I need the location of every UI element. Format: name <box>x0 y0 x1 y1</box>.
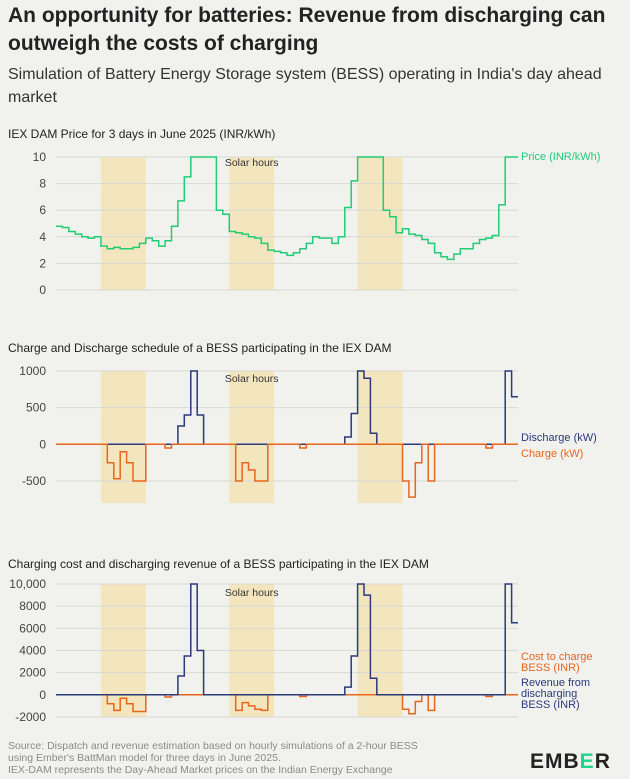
y-tick-label: 0 <box>39 283 46 297</box>
logo-text: EMB <box>530 750 580 773</box>
logo-accent: E <box>579 750 595 773</box>
ember-logo: EMBER <box>530 750 611 774</box>
solar-hours-band <box>100 371 146 503</box>
solar-hours-label: Solar hours <box>225 157 279 169</box>
y-tick-label: 500 <box>26 401 46 415</box>
source-note-line: using Ember's BattMan model for three da… <box>8 752 281 764</box>
solar-hours-band <box>357 157 403 290</box>
y-tick-label: -2000 <box>15 710 46 724</box>
y-tick-label: 4 <box>39 230 46 244</box>
solar-hours-label: Solar hours <box>225 373 279 385</box>
solar-hours-band <box>229 371 275 503</box>
solar-hours-band <box>229 157 275 290</box>
source-note-line: IEX-DAM represents the Day-Ahead Market … <box>8 764 393 776</box>
page-title: An opportunity for batteries: Revenue fr… <box>8 4 606 55</box>
legend-label-price: Price (INR/kWh) <box>521 151 600 163</box>
legend-label-discharge-revenue: discharging <box>521 688 577 700</box>
page-subtitle: Simulation of Battery Energy Storage sys… <box>8 66 602 106</box>
schedule-chart-title: Charge and Discharge schedule of a BESS … <box>8 341 392 355</box>
legend-label-discharge-revenue: BESS (INR) <box>521 699 580 711</box>
legend-label-discharge-revenue: Revenue from <box>521 677 590 689</box>
y-tick-label: 0 <box>39 688 46 702</box>
y-tick-label: 6000 <box>19 621 46 635</box>
y-tick-label: 1000 <box>19 364 46 378</box>
legend-label-charge-cost: BESS (INR) <box>521 662 580 674</box>
y-tick-label: 2000 <box>19 666 46 680</box>
series-line-discharge <box>56 583 518 696</box>
legend-label-charge: Charge (kW) <box>521 448 583 460</box>
y-tick-label: 2 <box>39 256 46 270</box>
legend-label-discharge: Discharge (kW) <box>521 432 597 444</box>
series-line-price <box>56 156 518 261</box>
solar-hours-band <box>100 157 146 290</box>
solar-hours-band <box>357 371 403 503</box>
y-tick-label: 6 <box>39 203 46 217</box>
solar-hours-label: Solar hours <box>225 587 279 599</box>
y-tick-label: 8000 <box>19 599 46 613</box>
source-note-line: Source: Dispatch and revenue estimation … <box>8 740 418 752</box>
cost-revenue-chart-title: Charging cost and discharging revenue of… <box>8 557 429 571</box>
y-tick-label: 10 <box>33 150 47 164</box>
logo-text-end: R <box>594 750 611 773</box>
source-note: Source: Dispatch and revenue estimation … <box>8 740 528 776</box>
y-tick-label: 10,000 <box>9 577 46 591</box>
y-tick-label: -500 <box>22 474 46 488</box>
price-chart-title: IEX DAM Price for 3 days in June 2025 (I… <box>8 127 276 141</box>
legend-label-charge-cost: Cost to charge <box>521 651 593 663</box>
series-line-charge <box>56 443 518 498</box>
y-tick-label: 0 <box>39 437 46 451</box>
y-tick-label: 8 <box>39 177 46 191</box>
y-tick-label: 4000 <box>19 644 46 658</box>
